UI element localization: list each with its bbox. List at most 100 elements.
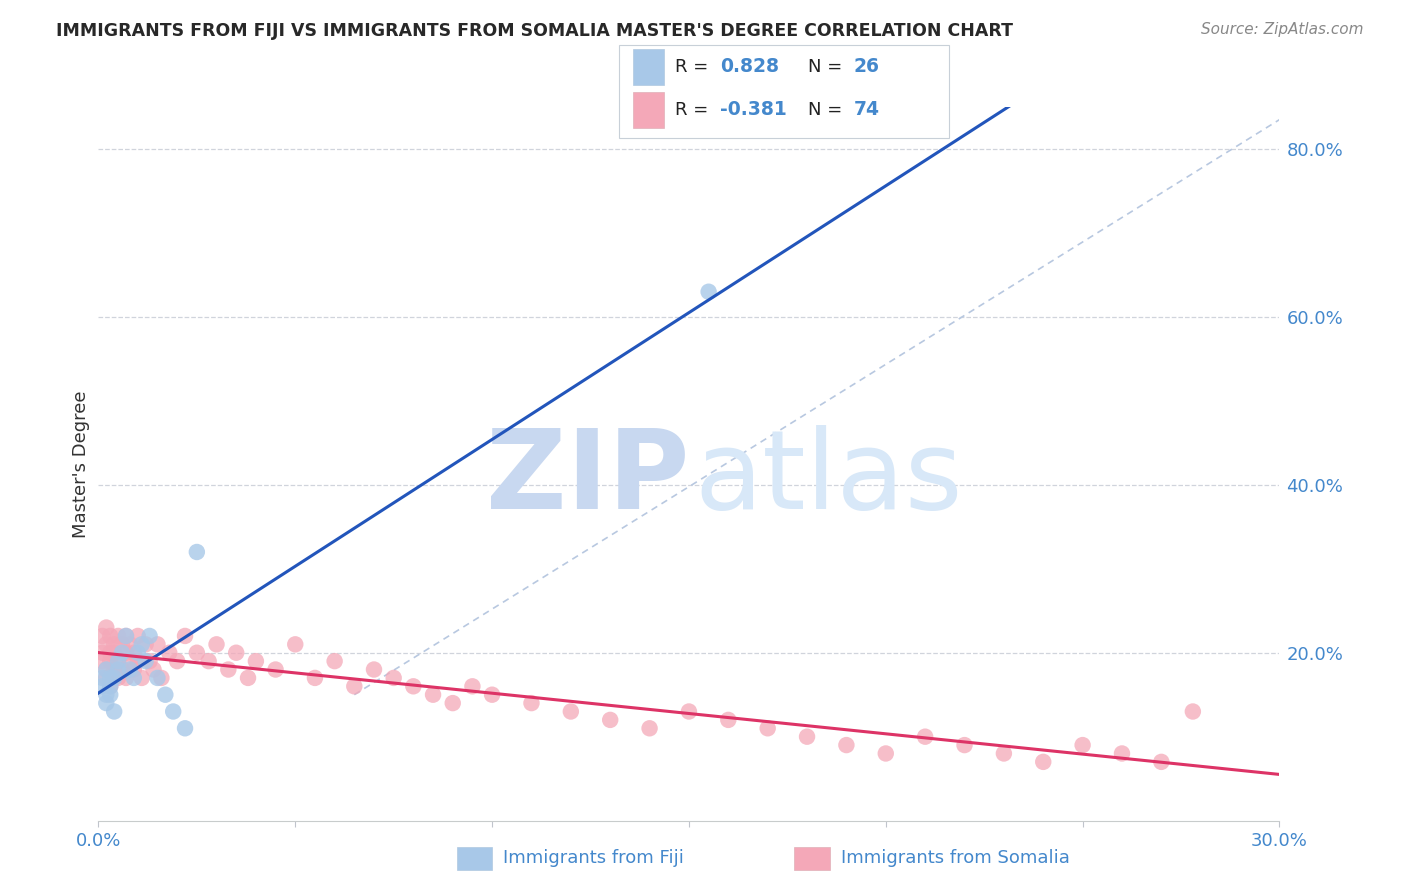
Point bbox=[135, 654, 157, 668]
Point bbox=[382, 671, 405, 685]
Point bbox=[236, 671, 259, 685]
Point bbox=[107, 654, 129, 668]
Point bbox=[323, 654, 346, 668]
Text: Immigrants from Fiji: Immigrants from Fiji bbox=[503, 849, 685, 867]
Y-axis label: Master's Degree: Master's Degree bbox=[72, 390, 90, 538]
Point bbox=[91, 629, 114, 643]
Point bbox=[138, 654, 160, 668]
Point bbox=[678, 705, 700, 719]
Point bbox=[197, 654, 219, 668]
Point bbox=[560, 705, 582, 719]
Point bbox=[103, 671, 125, 685]
Point bbox=[157, 646, 180, 660]
Point bbox=[1111, 747, 1133, 761]
Point bbox=[96, 671, 118, 685]
Point bbox=[115, 646, 138, 660]
Point bbox=[174, 629, 197, 643]
Point bbox=[953, 738, 976, 752]
Point bbox=[150, 671, 173, 685]
Point bbox=[122, 671, 145, 685]
Point bbox=[835, 738, 858, 752]
Point bbox=[111, 637, 134, 651]
Point bbox=[402, 679, 425, 693]
Point bbox=[162, 705, 184, 719]
Point bbox=[127, 629, 149, 643]
Point bbox=[422, 688, 444, 702]
Point bbox=[107, 663, 129, 677]
Text: -0.381: -0.381 bbox=[720, 100, 786, 120]
Point bbox=[245, 654, 267, 668]
Point bbox=[115, 629, 138, 643]
Point bbox=[264, 663, 287, 677]
Point bbox=[127, 646, 149, 660]
Point bbox=[96, 621, 118, 635]
Point bbox=[96, 696, 118, 710]
Point bbox=[98, 629, 121, 643]
Point bbox=[1071, 738, 1094, 752]
Point bbox=[205, 637, 228, 651]
Point bbox=[875, 747, 897, 761]
Text: 74: 74 bbox=[853, 100, 879, 120]
Point bbox=[118, 637, 141, 651]
Point bbox=[98, 679, 121, 693]
Text: atlas: atlas bbox=[695, 425, 963, 532]
Point bbox=[118, 654, 141, 668]
Point bbox=[142, 663, 165, 677]
Point bbox=[284, 637, 307, 651]
Point bbox=[122, 646, 145, 660]
Point bbox=[98, 688, 121, 702]
Point bbox=[103, 637, 125, 651]
Point bbox=[131, 637, 153, 651]
Point bbox=[441, 696, 464, 710]
Point bbox=[91, 654, 114, 668]
Point bbox=[91, 679, 114, 693]
Point bbox=[717, 713, 740, 727]
Text: N =: N = bbox=[808, 101, 842, 119]
Text: Source: ZipAtlas.com: Source: ZipAtlas.com bbox=[1201, 22, 1364, 37]
Point bbox=[98, 671, 121, 685]
Point bbox=[103, 705, 125, 719]
Point bbox=[166, 654, 188, 668]
Point bbox=[186, 545, 208, 559]
Point bbox=[127, 654, 149, 668]
Point bbox=[481, 688, 503, 702]
Point bbox=[91, 646, 114, 660]
Point bbox=[993, 747, 1015, 761]
Point bbox=[138, 629, 160, 643]
Point bbox=[343, 679, 366, 693]
Point bbox=[914, 730, 936, 744]
Point bbox=[98, 654, 121, 668]
Text: R =: R = bbox=[675, 58, 709, 76]
Point bbox=[111, 663, 134, 677]
Text: Immigrants from Somalia: Immigrants from Somalia bbox=[841, 849, 1070, 867]
Point bbox=[131, 671, 153, 685]
Text: 0.828: 0.828 bbox=[720, 57, 779, 77]
Point bbox=[118, 663, 141, 677]
Point bbox=[96, 663, 118, 677]
Point bbox=[461, 679, 484, 693]
Text: ZIP: ZIP bbox=[485, 425, 689, 532]
Point bbox=[96, 688, 118, 702]
Point bbox=[186, 646, 208, 660]
Point bbox=[174, 721, 197, 735]
Point bbox=[304, 671, 326, 685]
Point bbox=[363, 663, 385, 677]
Point bbox=[1150, 755, 1173, 769]
Point bbox=[638, 721, 661, 735]
Point bbox=[96, 663, 118, 677]
Point bbox=[756, 721, 779, 735]
Point bbox=[91, 671, 114, 685]
Point bbox=[107, 629, 129, 643]
Text: 26: 26 bbox=[853, 57, 879, 77]
Point bbox=[122, 663, 145, 677]
Point bbox=[115, 671, 138, 685]
Point bbox=[98, 679, 121, 693]
Text: IMMIGRANTS FROM FIJI VS IMMIGRANTS FROM SOMALIA MASTER'S DEGREE CORRELATION CHAR: IMMIGRANTS FROM FIJI VS IMMIGRANTS FROM … bbox=[56, 22, 1014, 40]
Point bbox=[217, 663, 239, 677]
Point bbox=[146, 671, 169, 685]
Point bbox=[599, 713, 621, 727]
Point bbox=[520, 696, 543, 710]
Point bbox=[103, 646, 125, 660]
Point bbox=[107, 671, 129, 685]
Point bbox=[1032, 755, 1054, 769]
